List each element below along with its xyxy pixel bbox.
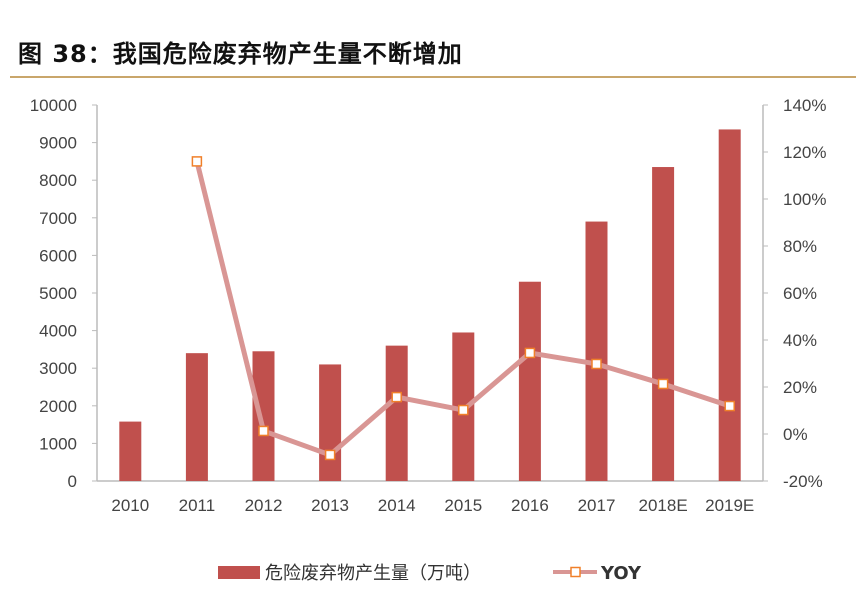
right-tick-label: 140% [783,96,826,115]
yoy-marker-2019E [724,400,735,412]
yoy-marker-2011 [191,156,203,167]
right-tick-label: 80% [783,237,817,256]
yoy-marker-2018E [657,378,669,390]
right-tick-label: 120% [783,143,826,162]
left-tick-label: 4000 [39,322,77,341]
yoy-marker-2017 [591,358,602,370]
left-tick-label: 5000 [39,284,77,303]
x-tick-label: 2011 [179,496,216,515]
x-tick-label: 2019E [705,496,754,515]
x-tick-label: 2015 [444,496,482,515]
title-divider [10,76,856,78]
x-tick-label: 2016 [511,496,549,515]
figure-title: 图 38：我国危险废弃物产生量不断增加 [18,40,463,68]
left-tick-label: 0 [68,472,77,491]
x-tick-label: 2014 [378,496,416,515]
x-tick-label: 2010 [111,496,149,515]
x-tick-label: 2018E [639,496,688,515]
left-tick-label: 9000 [39,134,77,153]
left-tick-label: 8000 [39,171,77,190]
bar-2013 [319,364,342,481]
bar-2012 [252,351,275,481]
yoy-marker-2015 [458,404,469,416]
bar-2017 [585,221,608,481]
yoy-marker-2013 [324,449,336,461]
left-tick-label: 3000 [39,359,77,378]
yoy-marker-2012 [258,425,269,437]
left-tick-label: 10000 [30,96,77,115]
left-tick-label: 6000 [39,246,77,265]
bar-2011 [185,353,208,481]
legend-line-label: YOY [600,563,642,584]
legend-bar-swatch [218,566,260,579]
x-tick-label: 2013 [311,496,349,515]
right-tick-label: 20% [783,378,817,397]
legend-bar-label: 危险废弃物产生量（万吨） [265,563,481,584]
right-tick-label: 100% [783,190,826,209]
right-tick-label: 60% [783,284,817,303]
bar-2018E [652,167,675,482]
right-tick-label: 0% [783,425,808,444]
left-tick-label: 2000 [39,397,77,416]
x-tick-label: 2017 [578,496,616,515]
bar-2014 [385,345,408,481]
bar-2019E [718,129,741,481]
x-tick-label: 2012 [245,496,283,515]
right-tick-label: -20% [783,472,823,491]
left-tick-label: 1000 [39,434,77,453]
right-tick-label: 40% [783,331,817,350]
left-tick-label: 7000 [39,209,77,228]
legend-line-marker [570,566,581,578]
bar-2016 [518,281,541,481]
yoy-marker-2016 [524,347,536,359]
bar-2010 [119,421,142,481]
yoy-marker-2014 [391,391,402,403]
